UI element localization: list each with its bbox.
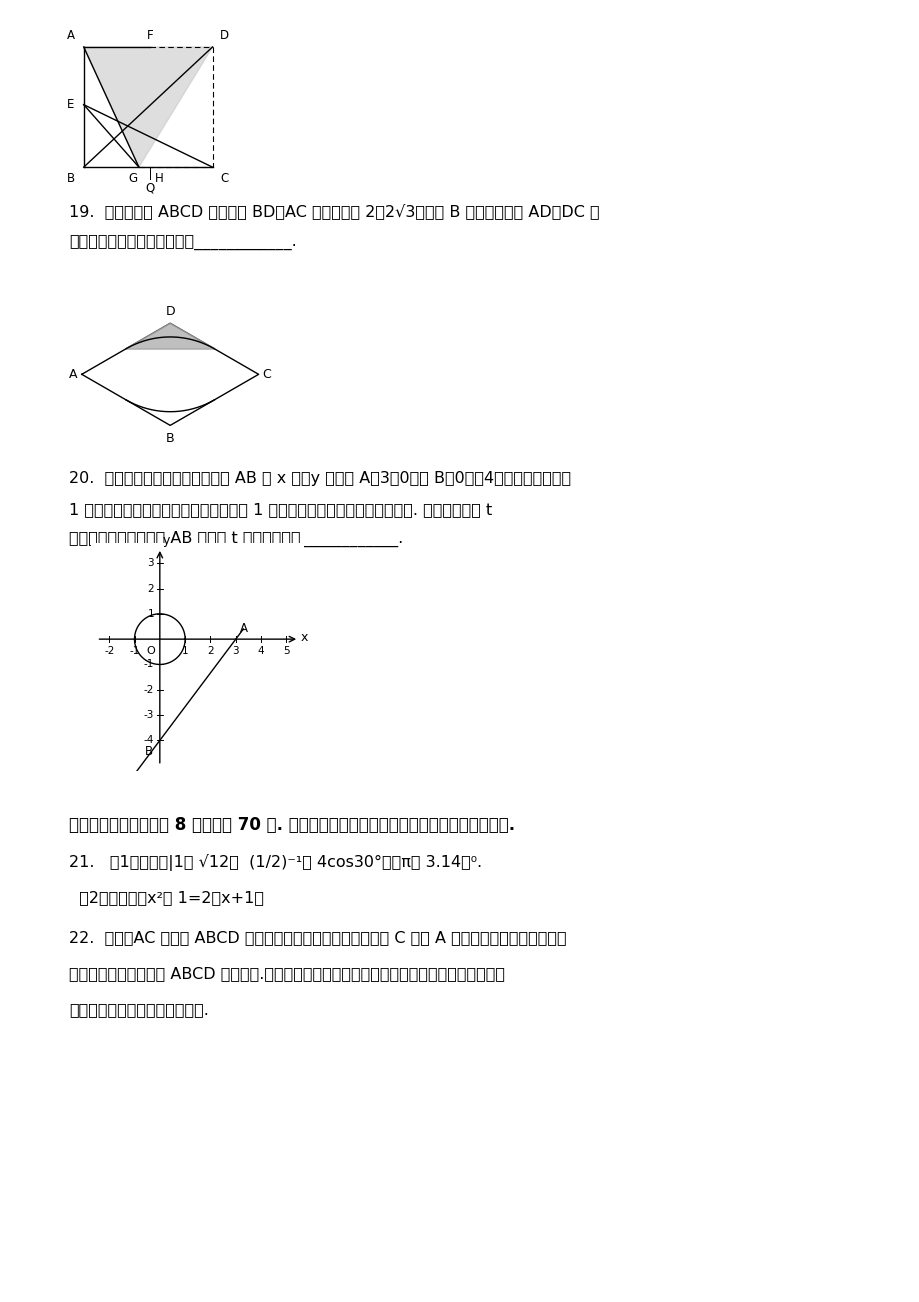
Text: E: E — [67, 98, 74, 111]
Text: 3: 3 — [147, 559, 154, 568]
Text: 22.  如图，AC 是矩形 ABCD 的对角线，将矩形纸片折叠，使点 C 与点 A 重合，请在图中画出折痕，: 22. 如图，AC 是矩形 ABCD 的对角线，将矩形纸片折叠，使点 C 与点 … — [69, 930, 566, 945]
Text: -4: -4 — [143, 736, 154, 746]
Text: 4: 4 — [257, 646, 264, 656]
Text: B: B — [165, 431, 175, 444]
Text: B: B — [145, 746, 153, 759]
Text: 然后再在图中画出矩形 ABCD 的外接圆.（用尺规作图，写出结论，不写作法，保留作图痕迹，并: 然后再在图中画出矩形 ABCD 的外接圆.（用尺规作图，写出结论，不写作法，保留… — [69, 966, 505, 982]
Text: F: F — [146, 29, 153, 42]
Text: 2: 2 — [147, 583, 154, 594]
Text: 1 的动圆的圆心位于原点处，动圆以每秒 1 个单位长度的速度向右作平移运动. 设运动时间为 t: 1 的动圆的圆心位于原点处，动圆以每秒 1 个单位长度的速度向右作平移运动. 设… — [69, 503, 492, 518]
Text: 把作图痕迹用黑色签字笔加黑）.: 把作图痕迹用黑色签字笔加黑）. — [69, 1003, 209, 1018]
Text: -1: -1 — [143, 659, 154, 669]
Text: C: C — [220, 172, 228, 185]
Polygon shape — [126, 323, 214, 349]
Text: 切，则图中阴影部分的面积是____________.: 切，则图中阴影部分的面积是____________. — [69, 234, 297, 250]
Text: H: H — [154, 172, 164, 185]
Text: （2）解方程：x²－ 1=2（x+1）: （2）解方程：x²－ 1=2（x+1） — [69, 891, 264, 906]
Text: 1: 1 — [147, 609, 154, 618]
Text: -2: -2 — [143, 685, 154, 695]
Text: -2: -2 — [104, 646, 114, 656]
Text: （秒），则动圆与直线 AB 相交时 t 的取值范围是____________.: （秒），则动圆与直线 AB 相交时 t 的取值范围是____________. — [69, 531, 403, 547]
Text: O: O — [146, 646, 155, 656]
Text: 1: 1 — [182, 646, 188, 656]
Text: y: y — [163, 534, 170, 547]
Text: A: A — [239, 621, 247, 634]
Text: A: A — [66, 29, 74, 42]
Text: C: C — [263, 368, 271, 380]
Text: A: A — [69, 368, 77, 380]
Text: 2: 2 — [207, 646, 213, 656]
Text: -1: -1 — [130, 646, 140, 656]
Text: 三、解答题：本大题共 8 小题，共 70 分. 解答时写出必要的文字说明、证明过程或演算步骤.: 三、解答题：本大题共 8 小题，共 70 分. 解答时写出必要的文字说明、证明过… — [69, 816, 515, 835]
Text: Q: Q — [145, 181, 154, 194]
Text: 19.  如图，菱形 ABCD 的对角线 BD、AC 的长分别为 2，2√3，以点 B 为圆心的弧与 AD、DC 相: 19. 如图，菱形 ABCD 的对角线 BD、AC 的长分别为 2，2√3，以点… — [69, 203, 599, 219]
Text: G: G — [129, 172, 138, 185]
Text: 3: 3 — [233, 646, 239, 656]
Text: D: D — [165, 305, 175, 318]
Polygon shape — [84, 47, 212, 167]
Text: 21.   （1）计算：|1－ √12－  (1/2)⁻¹－ 4cos30°＋（π－ 3.14）⁰.: 21. （1）计算：|1－ √12－ (1/2)⁻¹－ 4cos30°＋（π－ … — [69, 854, 482, 871]
Text: 5: 5 — [283, 646, 289, 656]
Text: -3: -3 — [143, 710, 154, 720]
Text: B: B — [66, 172, 74, 185]
Text: x: x — [300, 631, 307, 644]
Text: D: D — [220, 29, 229, 42]
Text: 20.  如图，在直角坐标系中，直线 AB 交 x 轴、y 轴于点 A（3，0）与 B（0，－4），现有一半径为: 20. 如图，在直角坐标系中，直线 AB 交 x 轴、y 轴于点 A（3，0）与… — [69, 471, 571, 487]
